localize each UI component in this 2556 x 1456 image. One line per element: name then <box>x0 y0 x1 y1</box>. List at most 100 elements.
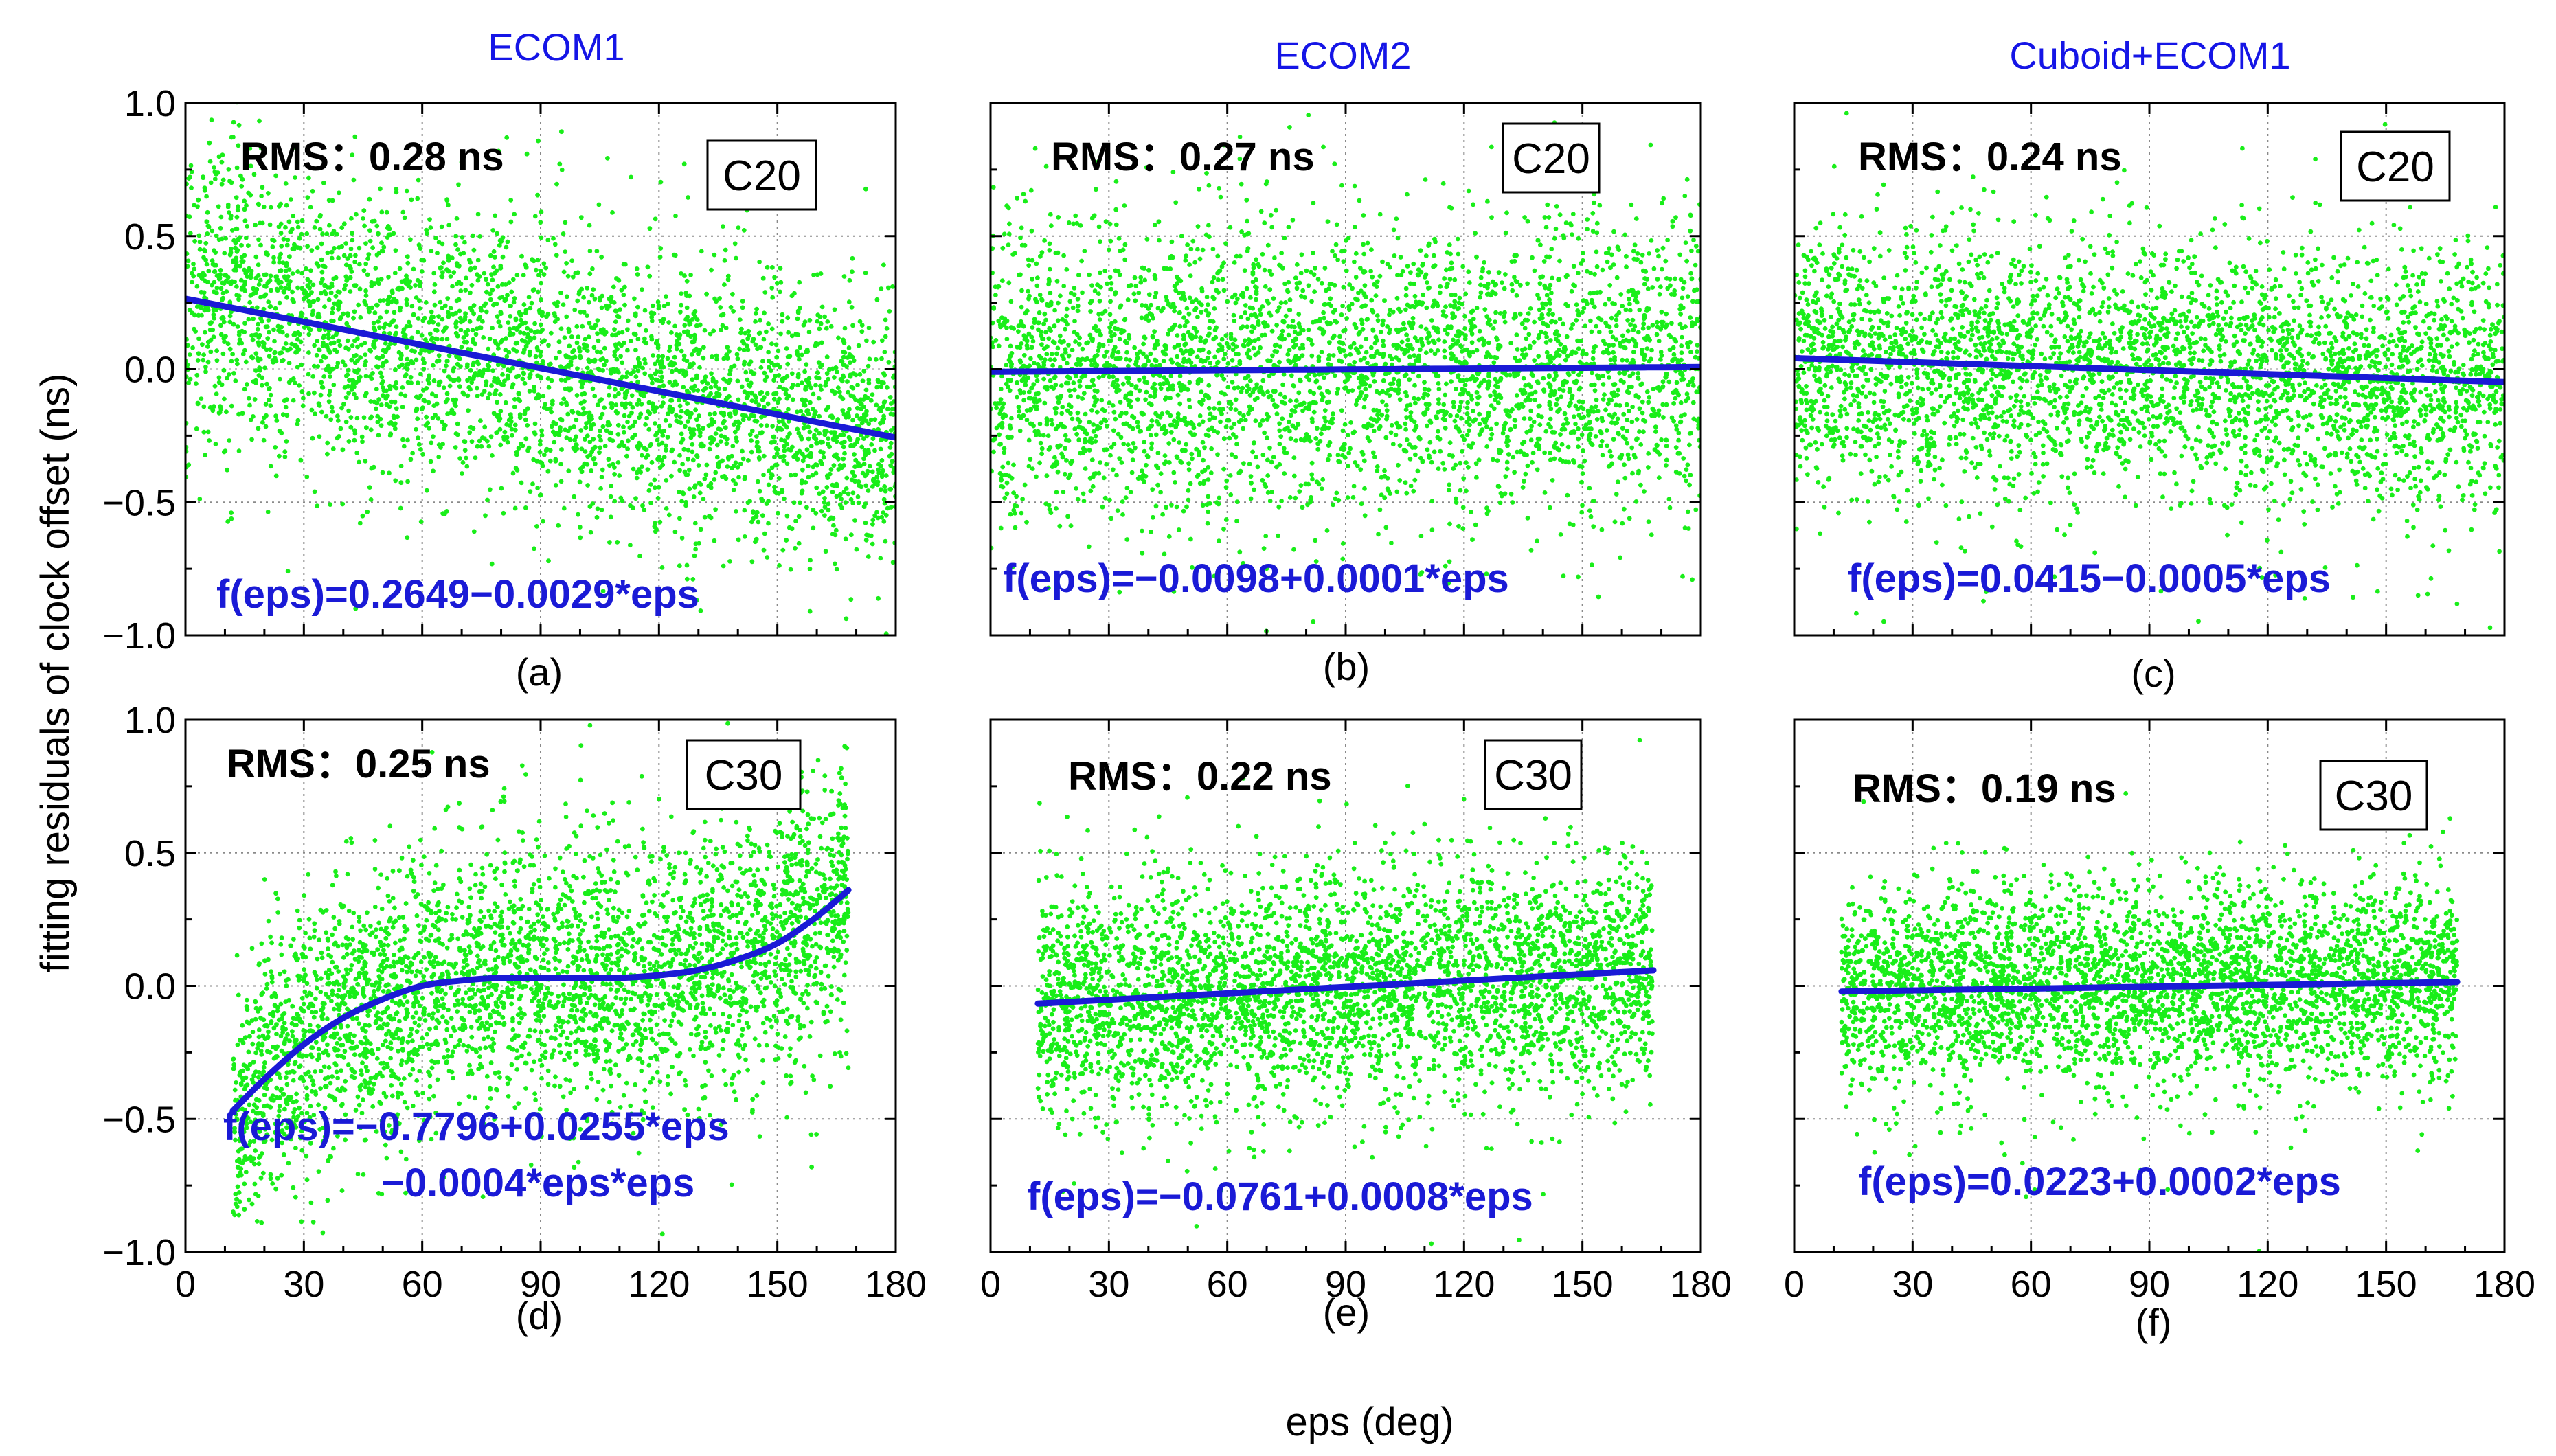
scatter-point <box>1274 207 1279 213</box>
scatter-point <box>398 391 404 397</box>
scatter-point <box>1039 297 1045 303</box>
scatter-point <box>1525 515 1530 521</box>
scatter-point <box>1340 541 1346 546</box>
scatter-point <box>1403 480 1408 486</box>
scatter-point <box>576 512 580 517</box>
scatter-point <box>799 436 804 442</box>
scatter-point <box>1561 422 1566 428</box>
scatter-point <box>313 411 317 416</box>
scatter-point <box>755 479 760 484</box>
scatter-point <box>379 209 385 215</box>
scatter-point <box>319 269 325 275</box>
scatter-point <box>384 388 389 394</box>
scatter-point <box>800 451 805 457</box>
scatter-point <box>718 439 723 444</box>
scatter-point <box>1382 495 1388 501</box>
scatter-point <box>793 454 798 459</box>
scatter-point <box>811 508 815 513</box>
scatter-point <box>661 428 667 433</box>
scatter-point <box>1276 305 1282 310</box>
scatter-point <box>1346 389 1351 394</box>
scatter-point <box>868 398 874 403</box>
scatter-point <box>236 122 242 128</box>
scatter-point <box>762 370 767 376</box>
scatter-point <box>1660 266 1664 272</box>
scatter-point <box>225 205 231 209</box>
scatter-point <box>1124 411 1129 416</box>
scatter-point <box>736 537 741 543</box>
scatter-point <box>771 396 777 402</box>
scatter-point <box>335 418 341 423</box>
scatter-point <box>374 387 379 392</box>
scatter-point <box>699 444 705 449</box>
scatter-point <box>549 424 554 429</box>
scatter-point <box>587 418 593 422</box>
scatter-point <box>599 254 604 260</box>
scatter-point <box>1435 348 1440 353</box>
scatter-point <box>590 266 595 271</box>
scatter-point <box>1464 411 1470 416</box>
scatter-point <box>268 347 273 352</box>
scatter-point <box>188 231 193 236</box>
scatter-point <box>431 434 436 440</box>
scatter-point <box>624 453 629 459</box>
scatter-point <box>492 302 497 306</box>
scatter-point <box>449 407 455 413</box>
scatter-point <box>328 341 334 346</box>
scatter-point <box>609 370 613 376</box>
scatter-point <box>614 276 619 281</box>
scatter-point <box>697 480 702 486</box>
scatter-point <box>1089 378 1095 383</box>
scatter-point <box>1463 333 1468 338</box>
scatter-point <box>581 295 586 300</box>
scatter-point <box>345 338 350 343</box>
scatter-point <box>636 363 642 369</box>
scatter-point <box>1153 432 1159 437</box>
scatter-point <box>609 405 615 410</box>
scatter-point <box>1024 418 1030 422</box>
scatter-point <box>365 509 370 514</box>
scatter-point <box>1175 354 1180 359</box>
scatter-point <box>482 424 488 430</box>
scatter-point <box>525 423 530 428</box>
scatter-point <box>1254 455 1258 460</box>
scatter-point <box>610 332 615 338</box>
scatter-point <box>482 389 487 394</box>
scatter-point <box>263 424 269 429</box>
scatter-point <box>1489 215 1494 220</box>
scatter-point <box>367 238 373 244</box>
scatter-point <box>308 327 313 332</box>
scatter-point <box>201 404 207 409</box>
scatter-point <box>312 343 317 348</box>
scatter-point <box>293 350 298 355</box>
scatter-point <box>853 457 859 463</box>
scatter-point <box>840 408 846 413</box>
scatter-point <box>538 438 543 444</box>
scatter-point <box>1020 497 1025 502</box>
scatter-point <box>694 417 699 422</box>
scatter-point <box>1401 321 1406 326</box>
scatter-point <box>1202 445 1207 451</box>
scatter-point <box>802 369 807 374</box>
scatter-point <box>297 383 302 388</box>
scatter-point <box>824 473 830 479</box>
scatter-point <box>1098 284 1103 290</box>
scatter-point <box>1312 289 1317 294</box>
scatter-point <box>772 275 777 280</box>
scatter-point <box>466 385 472 390</box>
scatter-point <box>564 402 569 407</box>
scatter-point <box>726 380 732 385</box>
scatter-point <box>415 330 420 335</box>
scatter-point <box>850 418 855 423</box>
scatter-point <box>400 405 405 409</box>
scatter-point <box>735 465 740 470</box>
scatter-point <box>185 258 191 264</box>
scatter-point <box>657 519 663 525</box>
scatter-point <box>806 475 811 480</box>
scatter-point <box>760 430 765 435</box>
scatter-point <box>1681 376 1686 382</box>
scatter-point <box>329 318 334 323</box>
scatter-point <box>274 286 280 292</box>
scatter-point <box>1186 488 1191 493</box>
scatter-point <box>278 221 284 227</box>
